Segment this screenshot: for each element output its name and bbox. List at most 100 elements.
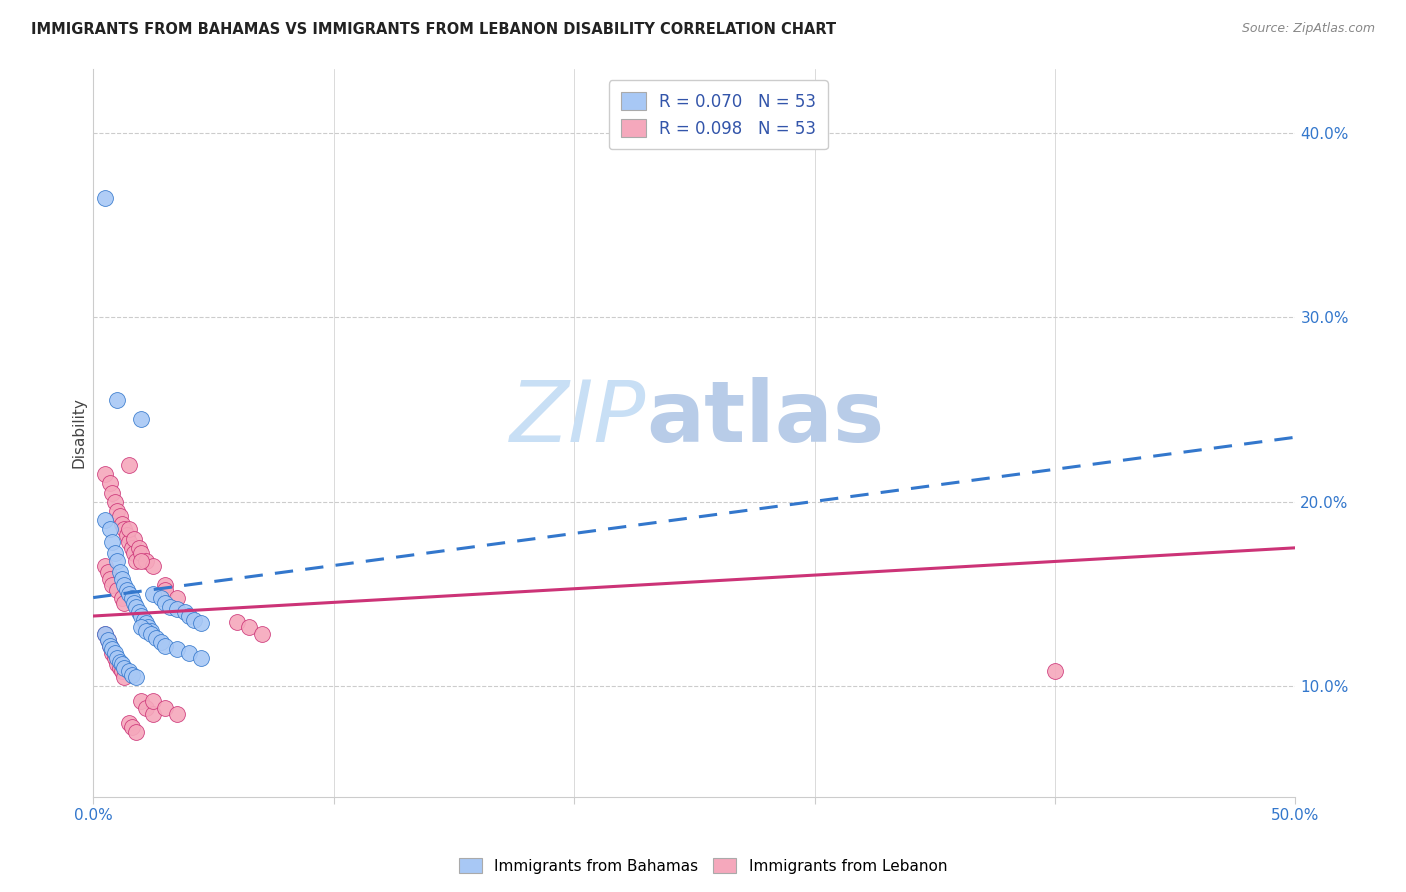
Point [114,670,136,684]
Point [142,559,165,574]
Point [138,620,160,634]
Point [105,657,128,671]
Point [98,476,121,491]
Point [129,546,152,560]
Point [142,706,165,721]
Point [125,599,148,614]
Point [118,522,141,536]
Point [250,627,273,641]
Y-axis label: Disability: Disability [72,397,86,468]
Point [142,694,165,708]
Text: ZIP: ZIP [510,376,647,459]
Point [104,646,127,660]
Point [135,624,157,638]
Point [94,513,117,527]
Point [139,627,162,641]
Point [108,660,131,674]
Point [115,528,138,542]
Point [111,572,134,586]
Point [132,613,155,627]
Point [142,587,165,601]
Point [98,522,121,536]
Point [226,615,249,629]
Point [149,635,172,649]
Point [129,411,152,425]
Point [94,559,117,574]
Point [115,583,138,598]
Point [183,613,205,627]
Point [122,546,145,560]
Point [129,609,152,624]
Point [105,504,128,518]
Point [114,596,136,610]
Point [104,546,127,560]
Point [159,599,181,614]
Point [155,583,177,598]
Point [108,565,131,579]
Point [118,665,141,679]
Text: IMMIGRANTS FROM BAHAMAS VS IMMIGRANTS FROM LEBANON DISABILITY CORRELATION CHART: IMMIGRANTS FROM BAHAMAS VS IMMIGRANTS FR… [31,22,837,37]
Point [122,596,145,610]
Point [128,605,150,619]
Point [155,701,177,715]
Point [101,485,124,500]
Point [139,624,162,638]
Legend: Immigrants from Bahamas, Immigrants from Lebanon: Immigrants from Bahamas, Immigrants from… [453,852,953,880]
Point [94,467,117,481]
Point [101,642,124,657]
Point [173,605,195,619]
Point [105,651,128,665]
Point [105,554,128,568]
Point [166,591,188,605]
Point [108,655,131,669]
Point [155,596,177,610]
Point [94,190,117,204]
Point [121,668,143,682]
Point [166,706,188,721]
Point [98,639,121,653]
Point [98,639,121,653]
Point [97,565,120,579]
Point [179,609,201,624]
Point [114,660,136,674]
Point [125,725,148,739]
Point [118,587,141,601]
Point [135,554,157,568]
Text: Source: ZipAtlas.com: Source: ZipAtlas.com [1241,22,1375,36]
Point [105,393,128,408]
Point [97,632,120,647]
Point [114,522,136,536]
Point [114,577,136,591]
Point [121,541,143,555]
Point [135,616,157,631]
Point [97,632,120,647]
Point [94,627,117,641]
Point [111,516,134,531]
Point [166,601,188,615]
Text: atlas: atlas [647,376,884,459]
Point [101,646,124,660]
Point [190,616,212,631]
Point [111,657,134,671]
Legend: R = 0.070   N = 53, R = 0.098   N = 53: R = 0.070 N = 53, R = 0.098 N = 53 [609,80,828,150]
Point [101,535,124,549]
Point [118,535,141,549]
Point [118,715,141,730]
Point [129,620,152,634]
Point [105,583,128,598]
Point [128,541,150,555]
Point [179,646,201,660]
Point [104,494,127,508]
Point [122,532,145,546]
Point [149,591,172,605]
Point [129,554,152,568]
Point [166,642,188,657]
Point [155,577,177,591]
Point [1043,665,1066,679]
Point [118,458,141,472]
Point [129,694,152,708]
Point [104,651,127,665]
Point [111,665,134,679]
Point [121,720,143,734]
Point [111,591,134,605]
